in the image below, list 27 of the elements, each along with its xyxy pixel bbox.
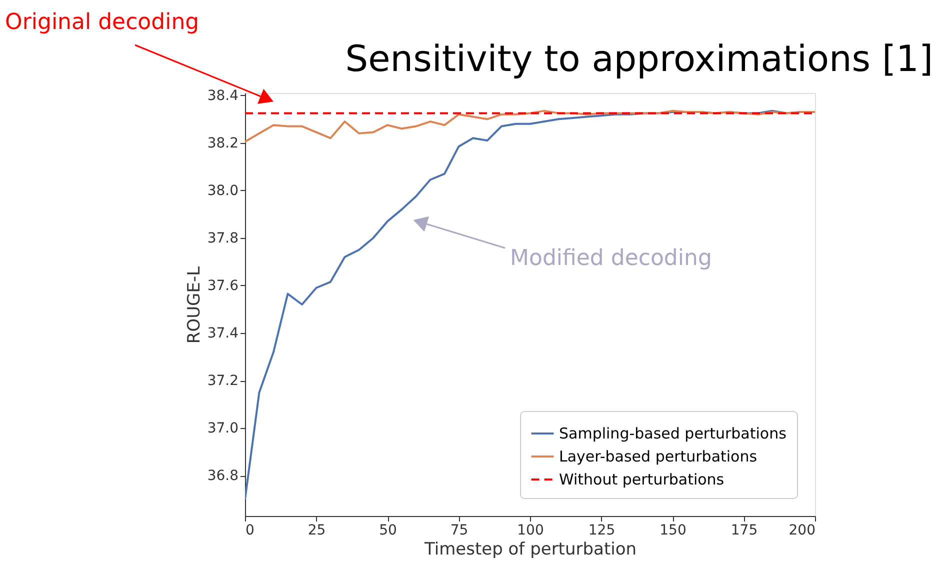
y-axis-title: ROUGE-L	[184, 266, 204, 344]
y-tick-label: 38.2	[207, 135, 238, 152]
x-tick-label: 200	[788, 522, 816, 538]
y-tick-label: 37.0	[207, 420, 238, 437]
x-tick-label: 175	[730, 522, 758, 538]
y-tick-label: 37.2	[207, 373, 238, 390]
x-tick-label: 125	[588, 522, 616, 538]
legend-label: Sampling-based perturbations	[559, 424, 787, 442]
y-tick-label: 36.8	[207, 468, 238, 484]
chart-title: Sensitivity to approximations [1]	[345, 39, 933, 80]
x-tick-label: 50	[379, 522, 397, 538]
x-tick-label: 100	[517, 522, 544, 538]
x-tick-label: 75	[450, 522, 468, 538]
legend-label: Without perturbations	[559, 470, 724, 488]
x-tick-label: 0	[246, 522, 254, 538]
y-tick-label: 38.4	[207, 88, 239, 104]
line-series	[245, 110, 815, 143]
text: Original decoding	[5, 10, 200, 35]
y-tick-label: 38.0	[207, 182, 238, 199]
y-tick-label: 37.8	[207, 230, 238, 246]
y-tick-label: 37.4	[207, 326, 239, 342]
x-tick-label: 150	[660, 522, 686, 538]
x-axis-title: Timestep of perturbation	[423, 540, 637, 560]
legend-label: Layer-based perturbations	[559, 448, 758, 466]
x-tick-label: 25	[308, 522, 326, 538]
y-tick-label: 37.6	[207, 278, 239, 294]
annotation: Modified decoding	[510, 246, 712, 271]
